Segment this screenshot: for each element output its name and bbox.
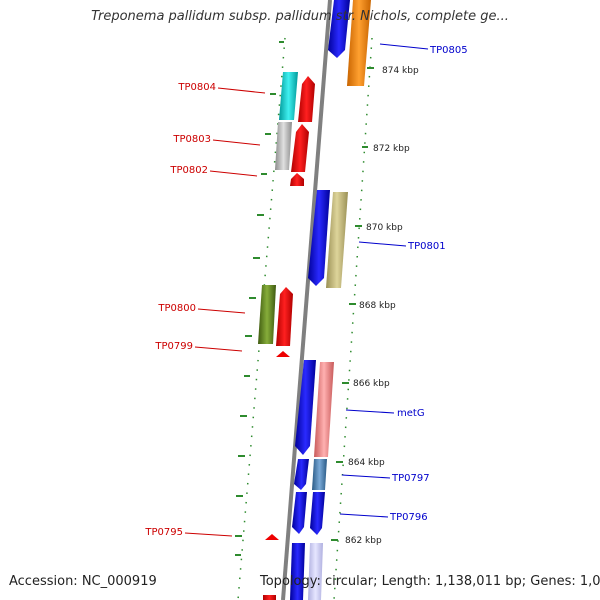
gene-tp0804 [279, 72, 298, 120]
gene-forward-blue-2 [308, 190, 330, 286]
gene-forward-blue-1 [328, 0, 350, 58]
label-tp0803[interactable]: TP0803 [172, 134, 211, 145]
gene-tp0803 [275, 122, 292, 170]
gene-tp0800 [258, 285, 276, 344]
gene-reverse-red-1 [298, 76, 315, 122]
genome-backbone [281, 0, 332, 600]
label-tp0797[interactable]: TP0797 [391, 473, 430, 484]
gene-metg [314, 362, 334, 457]
scale-label-872: 872 kbp [373, 144, 410, 154]
scale-label-870: 870 kbp [366, 223, 403, 233]
gene-tp0802 [290, 173, 304, 186]
label-metg[interactable]: metG [397, 408, 425, 419]
genome-summary-text: Topology: circular; Length: 1,138,011 bp… [260, 574, 600, 589]
reverse-genes [258, 72, 315, 600]
gene-reverse-red-2 [291, 124, 309, 172]
label-tp0799[interactable]: TP0799 [154, 341, 193, 352]
gene-tp0801 [326, 192, 348, 288]
label-tp0805[interactable]: TP0805 [429, 45, 468, 56]
gene-forward-lavender [308, 543, 323, 600]
forward-genes [290, 0, 371, 600]
inner-ticks [235, 41, 284, 556]
label-lines [184, 43, 429, 537]
label-tp0796[interactable]: TP0796 [389, 512, 428, 523]
map-title: Treponema pallidum subsp. pallidum str. … [91, 9, 509, 24]
scale-label-874: 874 kbp [382, 66, 419, 76]
gene-tp0797 [312, 459, 327, 490]
accession-text: Accession: NC_000919 [9, 574, 157, 589]
scale-label-862: 862 kbp [345, 536, 382, 546]
gene-forward-blue-3 [295, 360, 316, 455]
gene-forward-blue-6 [290, 543, 305, 600]
gene-forward-blue-4 [294, 459, 309, 490]
label-tp0804[interactable]: TP0804 [177, 82, 216, 93]
gene-tp0796 [310, 492, 325, 535]
scale-label-866: 866 kbp [353, 379, 390, 389]
gene-forward-blue-5 [292, 492, 307, 534]
label-tp0800[interactable]: TP0800 [157, 303, 196, 314]
gene-reverse-red-4 [263, 595, 276, 600]
gene-tp0795 [265, 534, 279, 540]
outer-ticks [331, 67, 374, 541]
scale-label-864: 864 kbp [348, 458, 385, 468]
scale-label-868: 868 kbp [359, 301, 396, 311]
gene-tp0799 [276, 351, 290, 357]
gene-tp0805 [347, 0, 371, 86]
label-tp0795[interactable]: TP0795 [144, 527, 183, 538]
gene-reverse-red-3 [276, 287, 293, 346]
label-tp0801[interactable]: TP0801 [407, 241, 446, 252]
label-tp0802[interactable]: TP0802 [169, 165, 208, 176]
